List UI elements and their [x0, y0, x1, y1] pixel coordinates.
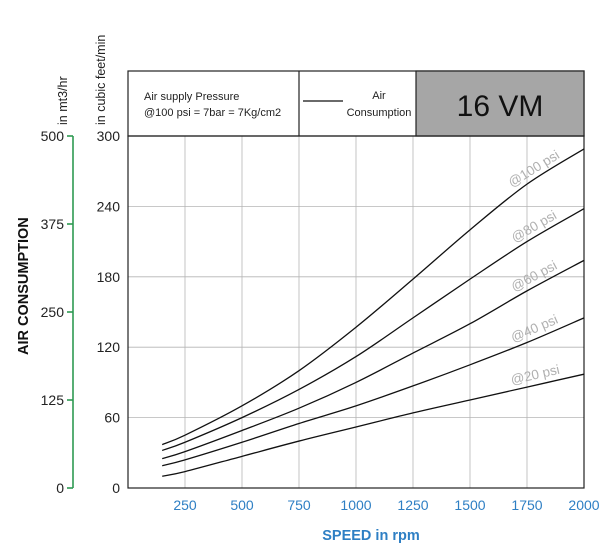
model-name: 16 VM	[457, 90, 544, 123]
x-tick-label: 1750	[511, 497, 542, 513]
x-tick-label: 2000	[568, 497, 599, 513]
series-line-4	[162, 317, 585, 467]
x-tick-labels: 250 500 750 1000 1250 1500 1750 2000	[173, 497, 599, 513]
series-line-3	[162, 259, 585, 460]
series-label-1: @100 psi	[505, 147, 562, 190]
y2-tick-label: 0	[56, 480, 64, 496]
x-tick-label: 250	[173, 497, 197, 513]
series-label-4: @40 psi	[509, 312, 561, 346]
series-labels: @100 psi@80 psi@60 psi@40 psi@20 psi	[505, 147, 562, 387]
plot-frame	[127, 135, 585, 489]
secondary-axis: 0 125 250 375 500	[41, 128, 74, 496]
x-tick-label: 1250	[397, 497, 428, 513]
y-axis-label: AIR CONSUMPTION	[16, 217, 32, 355]
grid-lines	[128, 136, 584, 488]
y2-tick-label: 250	[41, 304, 65, 320]
legend-label-line2: Consumption	[347, 107, 412, 119]
series-line-2	[161, 208, 585, 452]
pressure-title: Air supply Pressure	[144, 91, 239, 103]
series-label-5: @20 psi	[509, 362, 561, 388]
series-line-5	[162, 373, 585, 477]
x-axis-label: SPEED in rpm	[322, 528, 420, 544]
pressure-note: @100 psi = 7bar = 7Kg/cm2	[144, 107, 281, 119]
y2-tick-label: 125	[41, 392, 65, 408]
y2-tick-label: 500	[41, 128, 65, 144]
y-tick-label: 120	[97, 339, 121, 355]
y-tick-labels: 0 60 120 180 240 300	[97, 128, 121, 496]
x-tick-label: 1500	[454, 497, 485, 513]
y-tick-label: 60	[104, 410, 120, 426]
y2-tick-label: 375	[41, 216, 65, 232]
y-unit-right: in cubic feet/min	[94, 35, 108, 125]
y-tick-label: 240	[97, 198, 121, 214]
y-unit-left: in mt3/hr	[56, 76, 70, 125]
model-box	[415, 70, 585, 137]
x-tick-label: 1000	[340, 497, 371, 513]
series-lines	[161, 148, 585, 477]
series-line-1	[161, 148, 585, 446]
y-tick-label: 180	[97, 269, 121, 285]
x-tick-label: 750	[287, 497, 311, 513]
header-box: Air supply Pressure @100 psi = 7bar = 7K…	[127, 70, 585, 137]
y-tick-label: 300	[97, 128, 121, 144]
legend-label-line1: Air	[372, 90, 386, 102]
series-label-3: @60 psi	[509, 258, 560, 295]
x-tick-label: 500	[230, 497, 254, 513]
y-tick-label: 0	[112, 480, 120, 496]
